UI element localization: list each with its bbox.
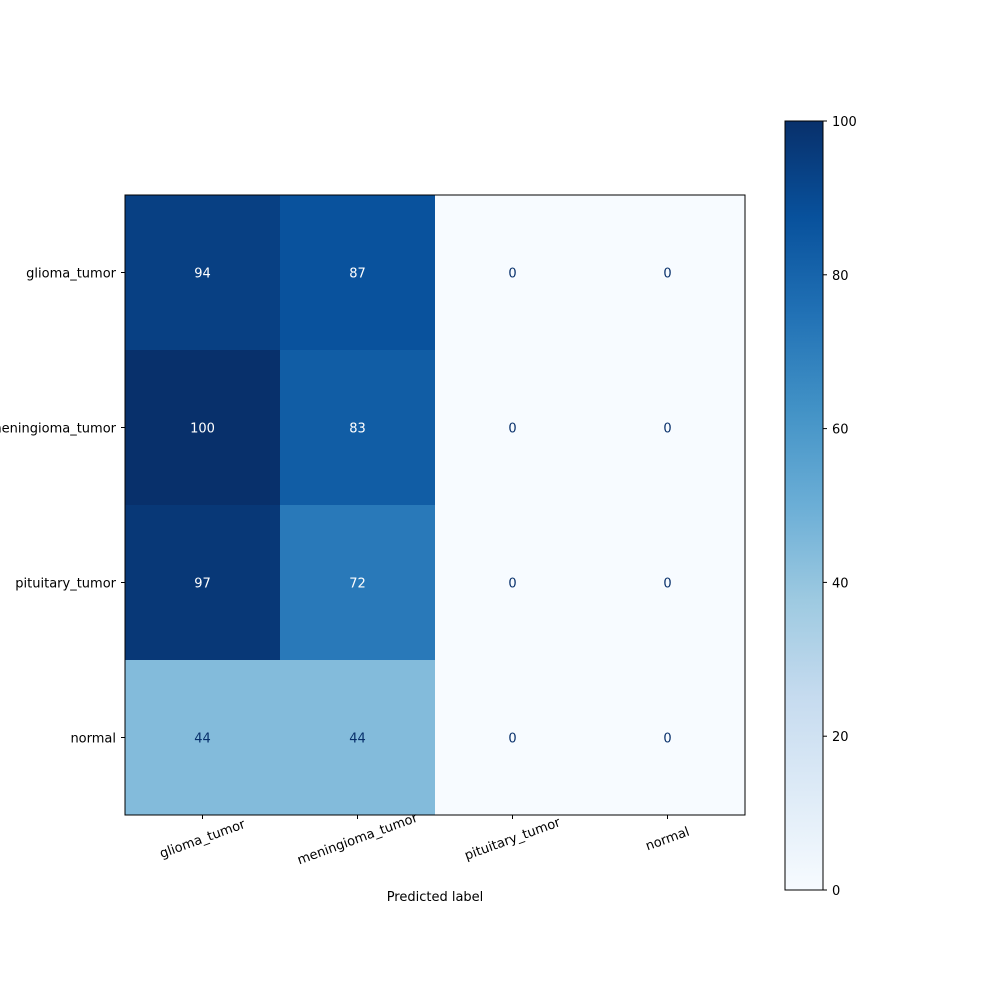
cell-value-label: 44 xyxy=(194,732,211,747)
heatmap-cell xyxy=(590,660,746,816)
y-tick-label: meningioma_tumor xyxy=(0,422,117,437)
heatmap-cell xyxy=(125,350,281,506)
cell-value-label: 94 xyxy=(194,267,211,282)
heatmap-cell xyxy=(125,195,281,351)
cell-value-label: 0 xyxy=(508,732,516,747)
y-tick-label: pituitary_tumor xyxy=(15,577,116,592)
y-tick-label: normal xyxy=(70,732,116,747)
cell-value-label: 44 xyxy=(349,732,366,747)
x-axis-title: Predicted label xyxy=(387,890,484,905)
colorbar-tick-label: 0 xyxy=(832,884,840,899)
cell-value-label: 97 xyxy=(194,577,211,592)
heatmap-cell xyxy=(435,660,591,816)
cell-value-label: 0 xyxy=(508,267,516,282)
colorbar xyxy=(784,120,824,891)
cell-value-label: 0 xyxy=(663,732,671,747)
heatmap-cell xyxy=(125,505,281,661)
heatmap-cell xyxy=(435,195,591,351)
heatmap-cell xyxy=(125,660,281,816)
x-tick-label: pituitary_tumor xyxy=(463,815,563,864)
cell-value-label: 72 xyxy=(349,577,366,592)
heatmap-cell xyxy=(590,505,746,661)
colorbar-tick-label: 100 xyxy=(832,115,857,130)
heatmap-cell xyxy=(435,505,591,661)
colorbar-tick-label: 40 xyxy=(832,576,849,591)
colorbar-tick-label: 20 xyxy=(832,730,849,745)
heatmap-cell xyxy=(280,350,436,506)
cell-value-label: 0 xyxy=(663,422,671,437)
cell-value-label: 0 xyxy=(663,267,671,282)
cell-value-label: 0 xyxy=(663,577,671,592)
heatmap-cell xyxy=(280,505,436,661)
plot-frame xyxy=(124,194,746,816)
x-tick-label: meningioma_tumor xyxy=(295,810,420,868)
heatmap-cell xyxy=(590,350,746,506)
x-tick-label: normal xyxy=(644,825,692,855)
cell-value-label: 87 xyxy=(349,267,366,282)
heatmap-cell xyxy=(435,350,591,506)
colorbar-tick-label: 80 xyxy=(832,269,849,284)
heatmap-cell xyxy=(590,195,746,351)
cell-value-label: 83 xyxy=(349,422,366,437)
cell-value-label: 100 xyxy=(190,422,215,437)
heatmap-cell xyxy=(280,195,436,351)
x-tick-label: glioma_tumor xyxy=(158,817,248,862)
cell-value-label: 0 xyxy=(508,577,516,592)
colorbar-tick-label: 60 xyxy=(832,423,849,438)
heatmap-cell xyxy=(280,660,436,816)
cell-value-label: 0 xyxy=(508,422,516,437)
y-tick-label: glioma_tumor xyxy=(26,267,117,282)
